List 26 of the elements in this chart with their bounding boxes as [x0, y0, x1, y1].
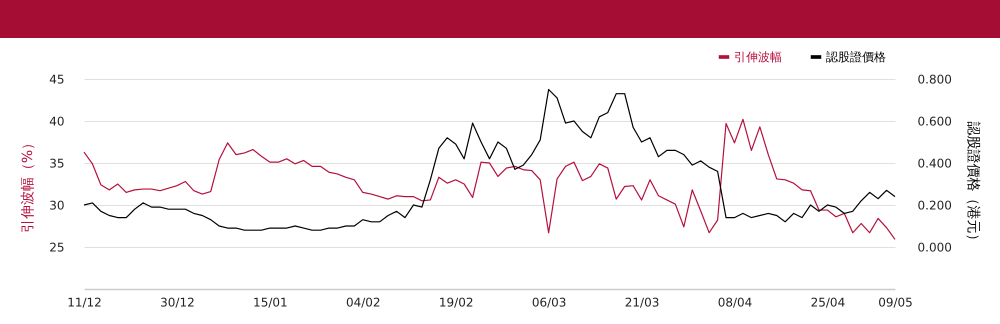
- x-tick-label: 08/04: [718, 296, 752, 310]
- x-tick-label: 09/05: [878, 296, 913, 310]
- x-tick-label: 11/12: [67, 296, 102, 310]
- x-tick-label: 19/02: [438, 296, 474, 310]
- x-tick-label: 04/02: [346, 296, 381, 310]
- y2-tick-label: 0.400: [918, 156, 952, 170]
- y-tick-label: 40: [49, 114, 64, 128]
- legend-label: 認股證價格: [826, 50, 886, 64]
- y2-tick-label: 0.200: [918, 198, 952, 212]
- y2-tick-label: 0.600: [918, 114, 952, 128]
- x-tick-label: 25/04: [810, 296, 846, 310]
- y2-tick-label: 0.000: [918, 240, 952, 254]
- x-tick-label: 30/12: [160, 296, 195, 310]
- y-tick-label: 25: [49, 240, 64, 254]
- x-tick-label: 21/03: [624, 296, 660, 310]
- y2-axis-title: 認股證價格（港元）: [964, 122, 981, 248]
- x-tick-label: 06/03: [532, 296, 566, 310]
- y-axis-title: 引伸波幅（%）: [20, 136, 36, 234]
- y-tick-label: 35: [49, 156, 64, 170]
- line-series: [83, 118, 896, 240]
- y-tick-label: 45: [49, 72, 64, 86]
- y-tick-label: 30: [49, 198, 64, 212]
- x-tick-label: 15/01: [253, 296, 288, 310]
- y2-tick-label: 0.800: [918, 72, 952, 86]
- legend-label: 引伸波幅: [734, 50, 782, 64]
- line-series: [83, 88, 896, 231]
